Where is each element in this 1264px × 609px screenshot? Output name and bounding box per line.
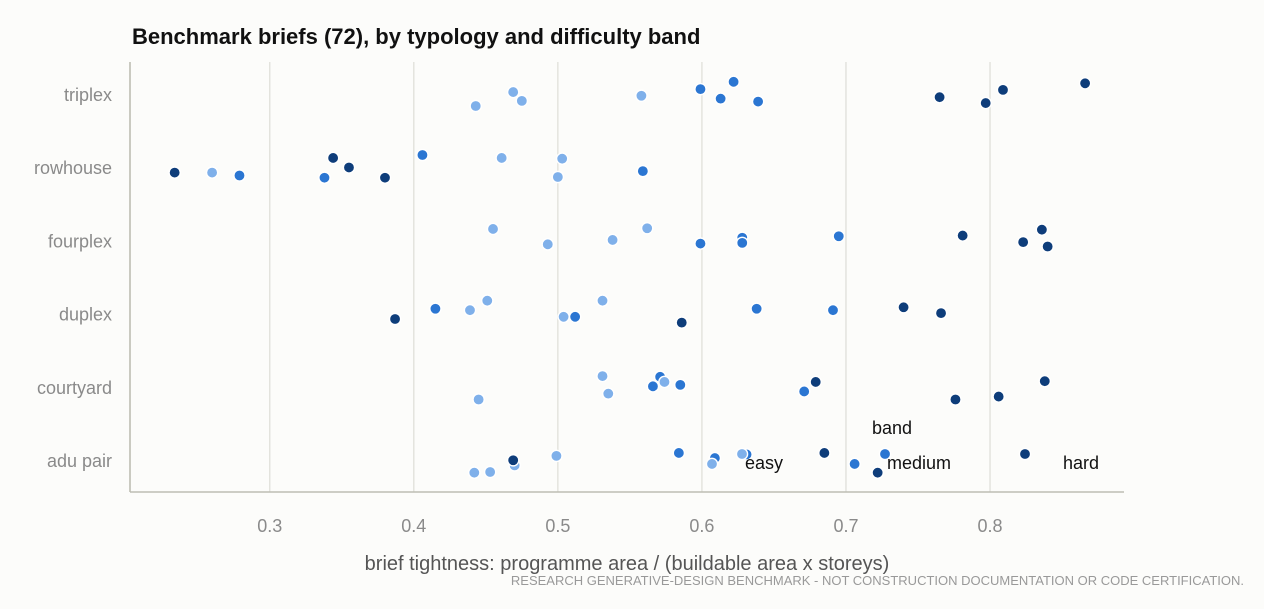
data-point-hard <box>992 390 1005 403</box>
data-point-hard <box>956 229 969 242</box>
data-point-easy <box>551 170 565 184</box>
data-point-easy <box>601 387 615 400</box>
data-point-easy <box>205 166 219 179</box>
data-point-hard <box>1038 374 1052 388</box>
footer-disclaimer: RESEARCH GENERATIVE-DESIGN BENCHMARK - N… <box>511 573 1244 588</box>
data-point-hard <box>1016 235 1030 249</box>
data-point-medium <box>568 310 582 324</box>
data-point-medium <box>797 385 811 398</box>
data-point-medium <box>646 380 660 393</box>
legend-entries: easy medium hard <box>735 447 1099 473</box>
y-tick-label: fourplex <box>48 231 112 251</box>
data-point-medium <box>416 148 429 162</box>
data-point-easy <box>596 369 609 383</box>
data-point-medium <box>233 169 246 182</box>
data-point-medium <box>694 237 707 250</box>
data-point-easy <box>495 151 508 165</box>
data-point-hard <box>934 306 948 320</box>
legend-title: band <box>872 418 912 438</box>
data-point-easy <box>506 85 520 99</box>
legend-label-medium: medium <box>887 453 951 473</box>
data-point-hard <box>326 151 340 165</box>
axes <box>129 62 1124 493</box>
data-point-medium <box>848 457 861 471</box>
y-tick-label: triplex <box>64 85 112 105</box>
data-point-medium <box>429 302 442 316</box>
data-point-medium <box>674 378 687 392</box>
data-point-hard <box>996 83 1010 97</box>
data-point-easy <box>515 94 529 108</box>
data-point-medium <box>694 82 707 96</box>
data-point-easy <box>480 294 494 307</box>
x-axis-label: brief tightness: programme area / (build… <box>365 553 890 575</box>
y-tick-label: courtyard <box>37 378 112 398</box>
data-point-medium <box>751 95 765 108</box>
x-tick-labels: 0.3 0.4 0.5 0.6 0.7 0.8 <box>257 516 1002 536</box>
data-point-easy <box>658 375 671 389</box>
data-point-hard <box>388 312 402 326</box>
legend-label-easy: easy <box>745 453 783 473</box>
data-point-easy <box>469 99 483 113</box>
y-tick-label: duplex <box>59 305 112 325</box>
data-point-hard <box>809 375 823 389</box>
data-point-easy <box>555 152 569 165</box>
y-tick-labels: triplex rowhouse fourplex duplex courtyard ad… <box>34 85 112 471</box>
data-point-medium <box>735 236 749 250</box>
x-tick-label: 0.4 <box>401 516 426 536</box>
data-point-easy <box>705 457 719 471</box>
data-point-hard <box>506 453 520 467</box>
legend-marker-medium <box>878 447 892 461</box>
data-point-hard <box>871 466 884 480</box>
data-point-easy <box>557 310 570 324</box>
data-point-medium <box>750 302 763 316</box>
data-point-medium <box>826 303 840 317</box>
data-points <box>168 75 1092 480</box>
data-point-easy <box>606 233 619 247</box>
data-point-medium <box>672 446 686 460</box>
data-point-easy <box>463 303 477 317</box>
data-point-medium <box>318 171 331 185</box>
legend-marker-easy <box>735 447 749 461</box>
data-point-easy <box>635 89 648 103</box>
data-point-hard <box>675 316 689 329</box>
data-point-hard <box>897 300 910 314</box>
data-point-hard <box>1035 223 1049 236</box>
data-point-medium <box>832 229 846 243</box>
data-point-hard <box>1078 76 1092 90</box>
data-point-easy <box>640 221 654 235</box>
data-point-hard <box>818 446 831 460</box>
data-point-easy <box>541 238 555 251</box>
data-point-easy <box>483 465 497 479</box>
data-point-hard <box>949 393 962 406</box>
legend: band easy medium hard <box>735 418 1099 473</box>
y-tick-label: rowhouse <box>34 158 112 178</box>
x-tick-label: 0.7 <box>833 516 858 536</box>
data-point-medium <box>727 75 740 89</box>
data-point-hard <box>1041 240 1054 253</box>
data-point-hard <box>933 90 946 104</box>
data-point-easy <box>467 466 481 480</box>
chart-title: Benchmark briefs (72), by typology and d… <box>132 24 700 49</box>
data-point-hard <box>342 161 356 174</box>
data-point-easy <box>486 222 500 236</box>
x-tick-label: 0.6 <box>689 516 714 536</box>
legend-marker-hard <box>1018 447 1032 461</box>
x-tick-label: 0.8 <box>978 516 1003 536</box>
x-tick-label: 0.5 <box>545 516 570 536</box>
data-point-medium <box>636 164 650 178</box>
data-point-easy <box>472 393 485 406</box>
data-point-easy <box>596 294 609 307</box>
x-tick-label: 0.3 <box>257 516 282 536</box>
data-point-hard <box>168 166 181 179</box>
data-point-hard <box>378 171 392 185</box>
data-point-easy <box>550 449 563 463</box>
data-point-medium <box>714 92 727 105</box>
y-tick-label: adu pair <box>47 451 112 471</box>
data-point-hard <box>979 96 993 110</box>
gridlines <box>269 62 991 492</box>
legend-label-hard: hard <box>1063 453 1099 473</box>
